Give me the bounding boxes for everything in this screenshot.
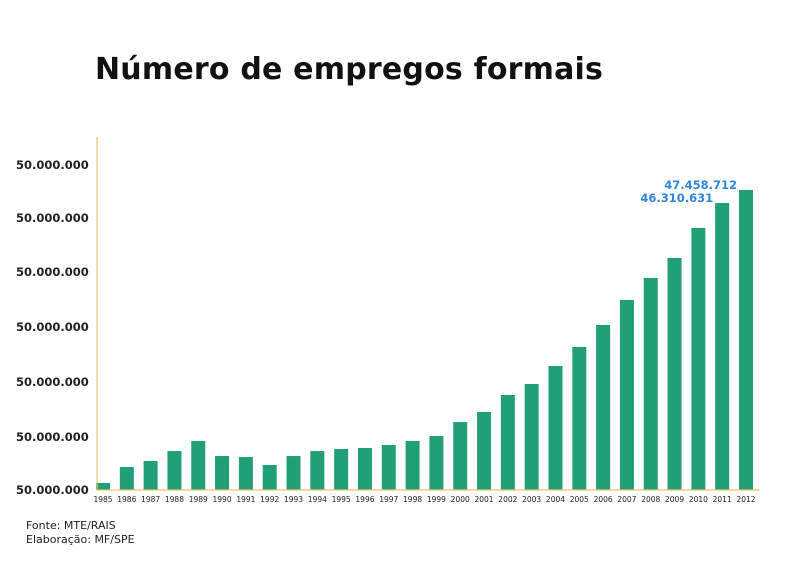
- y-tick-label: 50.000.000: [16, 430, 89, 444]
- bar-1998: [405, 440, 420, 490]
- bar-2011: [715, 203, 730, 490]
- elaboration-label: Elaboração: MF/SPE: [26, 533, 135, 546]
- x-tick-label: 1987: [141, 495, 160, 504]
- x-tick-label: 1995: [332, 495, 351, 504]
- bar-1993: [286, 456, 301, 490]
- bar-2009: [667, 257, 682, 490]
- x-tick-label: 2009: [665, 495, 684, 504]
- y-tick-label: 50.000.000: [16, 483, 89, 497]
- source-label: Fonte: MTE/RAIS: [26, 519, 116, 532]
- x-tick-label: 1991: [236, 495, 255, 504]
- x-tick-label: 2003: [522, 495, 541, 504]
- y-tick-label: 50.000.000: [16, 375, 89, 389]
- x-tick-label: 1992: [260, 495, 279, 504]
- bar-2003: [524, 383, 539, 490]
- x-tick-label: 1985: [93, 495, 112, 504]
- bar-2004: [548, 365, 563, 490]
- x-tick-label: 2007: [617, 495, 636, 504]
- bar-1991: [238, 457, 253, 490]
- chart-title: Número de empregos formais: [95, 52, 604, 87]
- x-tick-label: 2011: [713, 495, 732, 504]
- x-tick-label: 1998: [403, 495, 422, 504]
- y-tick-label: 50.000.000: [16, 265, 89, 279]
- data-label-2012: 47.458.712: [664, 178, 737, 192]
- x-tick-label: 2012: [736, 495, 755, 504]
- data-label-2011: 46.310.631: [640, 191, 713, 205]
- y-tick-label: 50.000.000: [16, 320, 89, 334]
- bar-1997: [381, 445, 396, 490]
- x-tick-label: 2002: [498, 495, 517, 504]
- x-tick-label: 1996: [355, 495, 374, 504]
- bar-1985: [96, 482, 110, 490]
- bar-2008: [643, 277, 658, 490]
- y-tick-label: 50.000.000: [16, 158, 89, 172]
- x-tick-label: 1990: [213, 495, 232, 504]
- bar-2006: [596, 324, 611, 490]
- bar-2001: [477, 411, 492, 490]
- x-tick-label: 2004: [546, 495, 565, 504]
- bar-2005: [572, 346, 587, 490]
- bar-2007: [619, 299, 634, 490]
- x-tick-label: 1993: [284, 495, 303, 504]
- y-tick-label: 50.000.000: [16, 211, 89, 225]
- bar-1987: [143, 461, 158, 490]
- bar-1994: [310, 451, 325, 490]
- x-tick-label: 2008: [641, 495, 660, 504]
- bar-1996: [357, 447, 372, 490]
- x-tick-label: 1989: [189, 495, 208, 504]
- x-tick-label: 1986: [117, 495, 136, 504]
- bar-1986: [119, 467, 134, 490]
- bar-2012: [739, 190, 753, 490]
- x-tick-label: 2006: [594, 495, 613, 504]
- x-tick-label: 2000: [451, 495, 470, 504]
- x-tick-label: 2010: [689, 495, 708, 504]
- x-tick-label: 2005: [570, 495, 589, 504]
- x-tick-label: 1999: [427, 495, 446, 504]
- x-tick-label: 1994: [308, 495, 327, 504]
- bar-1995: [334, 449, 349, 490]
- x-tick-label: 1997: [379, 495, 398, 504]
- bar-1988: [167, 451, 182, 490]
- x-tick-label: 1988: [165, 495, 184, 504]
- bar-2000: [453, 422, 468, 490]
- bar-2010: [691, 227, 706, 490]
- x-tick-label: 2001: [474, 495, 493, 504]
- bar-1989: [191, 440, 206, 490]
- bar-1990: [215, 456, 230, 490]
- bar-1992: [262, 464, 277, 490]
- bar-1999: [429, 435, 444, 490]
- bar-2002: [500, 394, 515, 490]
